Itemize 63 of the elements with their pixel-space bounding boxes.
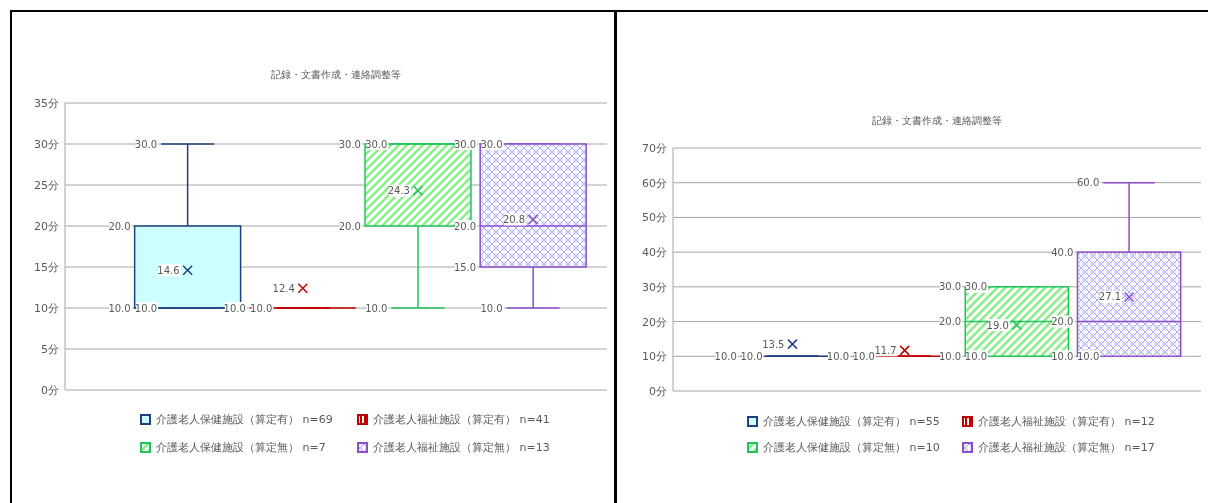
annotation: 11.7 — [874, 344, 897, 356]
annotation: 10.0 — [108, 302, 131, 314]
annotation: 10.0 — [714, 350, 737, 362]
legend-label: 介護老人福祉施設（算定無） n=17 — [978, 441, 1155, 454]
y-tick-label: 10分 — [34, 302, 59, 315]
annotation: 27.1 — [1098, 291, 1122, 303]
y-tick-label: 20分 — [642, 315, 667, 329]
y-tick-label: 40分 — [642, 246, 667, 260]
annotation: 30.0 — [938, 281, 962, 293]
legend-label: 介護老人福祉施設（算定有） n=12 — [978, 415, 1155, 428]
annotation: 20.0 — [1051, 316, 1074, 328]
annotation: 30.0 — [453, 138, 477, 150]
annotation: 10.0 — [826, 350, 850, 362]
annotation: 10.0 — [740, 350, 763, 362]
y-tick-label: 0分 — [649, 385, 667, 398]
y-tick-label: 25分 — [34, 179, 59, 192]
annotation: 15.0 — [453, 261, 477, 273]
annotation: 12.4 — [272, 282, 295, 294]
y-tick-label: 50分 — [642, 211, 667, 225]
y-tick-label: 70分 — [642, 142, 667, 155]
annotation: 60.0 — [1076, 177, 1100, 189]
annotation: 20.0 — [453, 220, 477, 232]
annotation: 10.0 — [134, 302, 158, 314]
annotation: 10.0 — [223, 302, 246, 314]
annotation: 30.0 — [480, 138, 503, 150]
annotation: 20.0 — [108, 220, 131, 232]
legend-label: 介護老人福祉施設（算定有） n=41 — [373, 413, 550, 426]
annotation: 10.0 — [964, 350, 988, 362]
annotation: 10.0 — [480, 302, 503, 314]
y-tick-label: 0分 — [41, 384, 59, 397]
annotation: 10.0 — [938, 350, 962, 362]
annotation: 10.0 — [1051, 350, 1074, 362]
annotation: 40.0 — [1051, 246, 1074, 258]
legend-label: 介護老人保健施設（算定有） n=69 — [156, 413, 333, 426]
y-tick-label: 20分 — [34, 220, 59, 233]
annotation: 30.0 — [964, 281, 988, 293]
y-tick-label: 35分 — [34, 97, 59, 110]
y-tick-label: 60分 — [642, 176, 667, 190]
y-tick-label: 15分 — [34, 261, 59, 274]
legend-label: 介護老人福祉施設（算定無） n=13 — [373, 441, 550, 454]
chart-title: 記録・文書作成・連絡調整等 — [872, 115, 1002, 126]
annotation: 20.0 — [938, 316, 962, 328]
y-tick-label: 5分 — [41, 343, 59, 356]
annotation: 30.0 — [338, 138, 361, 150]
chart-title: 記録・文書作成・連絡調整等 — [271, 69, 401, 80]
annotation: 20.0 — [338, 220, 361, 232]
annotation: 14.6 — [157, 264, 180, 276]
annotation: 10.0 — [365, 302, 388, 314]
annotation: 13.5 — [762, 338, 785, 350]
legend-label: 介護老人保健施設（算定無） n=10 — [763, 441, 940, 454]
annotation: 30.0 — [134, 138, 158, 150]
legend-label: 介護老人保健施設（算定無） n=7 — [156, 441, 326, 454]
annotation: 20.8 — [502, 213, 526, 225]
annotation: 10.0 — [1076, 350, 1100, 362]
annotation: 24.3 — [387, 185, 410, 197]
annotation: 10.0 — [250, 302, 273, 314]
y-tick-label: 30分 — [642, 280, 667, 294]
y-tick-label: 10分 — [642, 350, 667, 364]
y-tick-label: 30分 — [34, 138, 59, 151]
annotation: 19.0 — [986, 319, 1009, 331]
annotation: 30.0 — [365, 138, 388, 150]
annotation: 10.0 — [852, 350, 875, 362]
legend-label: 介護老人保健施設（算定有） n=55 — [763, 415, 940, 428]
